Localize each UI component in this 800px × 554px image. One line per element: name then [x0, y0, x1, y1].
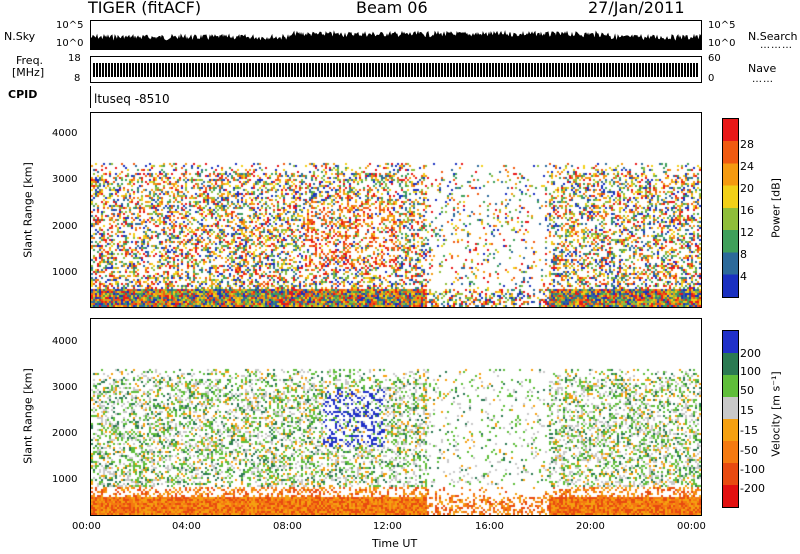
xtick-1600: 16:00 [475, 521, 504, 532]
freq-tick-bottom: 8 [74, 73, 81, 84]
power-colorbar-fill [723, 119, 738, 297]
noise-right-tick-top: 10^5 [708, 20, 736, 31]
power-ylabel: Slant Range [km] [21, 162, 35, 258]
nave-tick-bottom: 0 [708, 73, 715, 84]
power-panel [90, 112, 702, 308]
power-cb-tick-8: 8 [740, 248, 747, 261]
velocity-colorbar [722, 330, 739, 508]
vel-cb-tick-neg50: -50 [740, 444, 758, 457]
power-cb-tick-24: 24 [740, 160, 754, 173]
vel-cb-tick-neg15: -15 [740, 424, 758, 437]
xtick-0000: 00:00 [72, 521, 101, 532]
xtick-1200: 12:00 [373, 521, 402, 532]
freq-trace [93, 63, 699, 77]
freq-unit-label: [MHz] [12, 66, 45, 79]
xaxis-label: Time UT [372, 537, 418, 550]
power-cb-tick-16: 16 [740, 204, 754, 217]
xtick-0400: 04:00 [172, 521, 201, 532]
velocity-ylabel: Slant Range [km] [21, 368, 35, 464]
noise-sky-label: N.Sky [4, 30, 36, 43]
date-title: 27/Jan/2011 [588, 0, 685, 17]
noise-search-label: N.Search [748, 30, 798, 43]
power-ytick-4000: 4000 [52, 128, 78, 139]
vel-cb-tick-15: 15 [740, 404, 754, 417]
power-cb-tick-28: 28 [740, 138, 754, 151]
power-cb-tick-20: 20 [740, 182, 754, 195]
freq-label: Freq. [16, 54, 44, 67]
power-ytick-1000: 1000 [52, 267, 78, 278]
cpid-marker [90, 86, 91, 108]
xtick-0800: 08:00 [273, 521, 302, 532]
velocity-ytick-4000: 4000 [52, 336, 78, 347]
power-ytick-2000: 2000 [52, 221, 78, 232]
velocity-ytick-2000: 2000 [52, 428, 78, 439]
xtick-2000: 20:00 [576, 521, 605, 532]
vel-cb-tick-neg100: -100 [740, 463, 765, 476]
velocity-colorbar-fill [723, 331, 738, 507]
freq-panel [90, 56, 702, 83]
beam-title: Beam 06 [356, 0, 428, 17]
noise-right-tick-bottom: 10^0 [708, 38, 736, 49]
power-cb-tick-12: 12 [740, 226, 754, 239]
vel-cb-tick-50: 50 [740, 384, 754, 397]
noise-search-dots: ……… [760, 40, 793, 51]
power-cb-tick-4: 4 [740, 270, 747, 283]
power-colorbar [722, 118, 739, 298]
velocity-ytick-1000: 1000 [52, 474, 78, 485]
power-heatmap [91, 113, 701, 307]
velocity-ytick-3000: 3000 [52, 382, 78, 393]
noise-panel [90, 20, 702, 50]
noise-left-tick-top: 10^5 [56, 20, 84, 31]
power-cb-label: Power [dB] [769, 178, 783, 238]
vel-cb-tick-neg200: -200 [740, 482, 765, 495]
velocity-heatmap [91, 319, 701, 515]
velocity-panel [90, 318, 702, 516]
vel-cb-tick-100: 100 [740, 365, 761, 378]
power-ytick-3000: 3000 [52, 174, 78, 185]
noise-left-tick-bottom: 10^0 [56, 38, 84, 49]
nave-tick-top: 60 [708, 53, 721, 64]
noise-trace [90, 30, 702, 50]
cpid-value: ltuseq -8510 [94, 92, 170, 106]
vel-cb-tick-200: 200 [740, 347, 761, 360]
velocity-cb-label: Velocity [m s⁻¹] [769, 371, 783, 457]
nave-label: Nave [748, 62, 777, 75]
cpid-label: CPID [8, 88, 38, 101]
nave-dots: …… [752, 74, 774, 85]
freq-tick-top: 18 [68, 53, 81, 64]
xtick-0000-end: 00:00 [677, 521, 706, 532]
site-title: TIGER (fitACF) [88, 0, 202, 17]
